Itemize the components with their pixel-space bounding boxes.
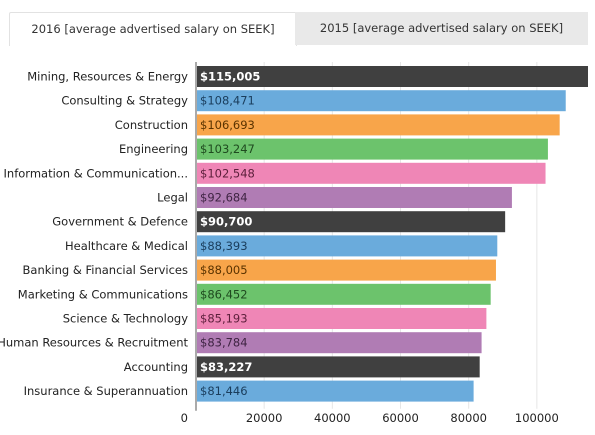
bar: [197, 66, 588, 87]
category-label: Government & Defence: [52, 215, 188, 229]
category-label: Marketing & Communications: [18, 287, 188, 301]
bar: [197, 259, 496, 281]
value-label: $86,452: [200, 287, 248, 301]
category-label: Engineering: [119, 142, 188, 156]
category-label: Healthcare & Medical: [65, 239, 188, 253]
value-label: $81,446: [200, 384, 248, 398]
bar: [197, 162, 546, 184]
value-label: $83,784: [200, 336, 248, 350]
category-label: Banking & Financial Services: [23, 263, 188, 277]
value-label: $102,548: [200, 166, 255, 180]
bar: [197, 187, 512, 208]
category-label: Legal: [157, 191, 188, 205]
category-label: Human Resources & Recruitment: [0, 336, 188, 350]
x-tick-label: 0: [181, 411, 188, 425]
category-label: Mining, Resources & Energy: [27, 70, 188, 84]
category-label: Science & Technology: [63, 312, 188, 326]
value-label: $106,693: [200, 118, 255, 132]
value-label: $103,247: [200, 142, 255, 156]
bar: [197, 356, 480, 378]
value-label: $115,005: [200, 70, 260, 84]
value-label: $88,393: [200, 239, 248, 253]
x-tick-label: 100000: [515, 411, 559, 425]
value-label: $83,227: [200, 360, 252, 374]
bar: [197, 380, 474, 402]
x-tick-label: 60000: [382, 411, 419, 425]
x-tick-label: 40000: [314, 411, 351, 425]
tab-2016[interactable]: 2016 [average advertised salary on SEEK]: [9, 12, 297, 46]
value-label: $85,193: [200, 312, 248, 326]
value-label: $92,684: [200, 191, 248, 205]
category-label: Accounting: [124, 360, 188, 374]
category-label: Consulting & Strategy: [61, 94, 188, 108]
bar: [197, 283, 491, 305]
tab-2015[interactable]: 2015 [average advertised salary on SEEK]: [295, 12, 588, 45]
x-tick-label: 80000: [450, 411, 487, 425]
bar: [197, 114, 560, 136]
value-label: $108,471: [200, 94, 255, 108]
x-tick-label: 20000: [246, 411, 283, 425]
bar: [197, 138, 548, 160]
category-label: Information & Communication...: [4, 166, 188, 180]
bar: [197, 308, 487, 329]
category-label: Construction: [115, 118, 188, 132]
bar: [197, 90, 566, 112]
bar: [197, 332, 482, 354]
tab-bar: 2016 [average advertised salary on SEEK]…: [0, 0, 595, 56]
value-label: $90,700: [200, 215, 252, 229]
bar: [197, 211, 506, 233]
value-label: $88,005: [200, 263, 248, 277]
bar: [197, 235, 498, 257]
category-label: Insurance & Superannuation: [24, 384, 188, 398]
